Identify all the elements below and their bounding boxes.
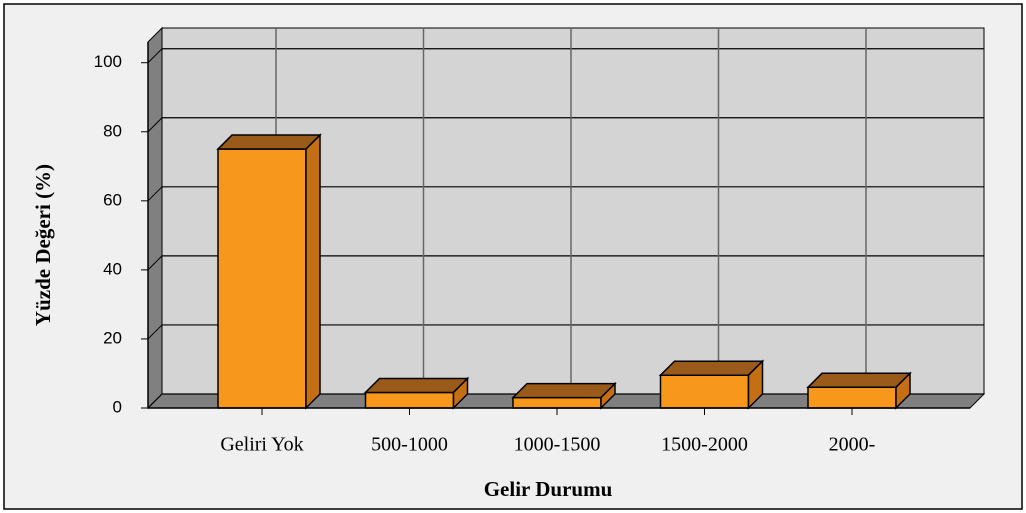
- grid-line-side: [147, 117, 163, 133]
- bar: [659, 374, 750, 409]
- y-tick-label: 60: [103, 190, 122, 209]
- bar-side: [452, 376, 469, 410]
- bar-top: [806, 372, 912, 389]
- bar-side: [305, 133, 321, 410]
- grid-line-side: [147, 324, 163, 340]
- x-tick-label: 500-1000: [371, 434, 448, 456]
- bar-top: [511, 382, 617, 399]
- x-tick-label: 1000-1500: [514, 434, 601, 456]
- grid-line-side: [147, 48, 163, 64]
- grid-line-side: [147, 186, 163, 202]
- y-axis-title: Yüzde Değeri (%): [31, 164, 55, 326]
- bar-top: [658, 360, 765, 376]
- bar: [807, 386, 897, 409]
- bar: [512, 396, 602, 409]
- grid-line-side: [147, 393, 163, 409]
- side-wall: [147, 26, 163, 410]
- x-axis-title: Gelir Durumu: [484, 477, 613, 501]
- plot: [147, 28, 984, 410]
- bar-side: [600, 381, 616, 410]
- bar: [364, 391, 455, 409]
- y-tick-label: 20: [103, 328, 122, 347]
- bar-side: [895, 371, 911, 410]
- grid-line-side: [147, 255, 163, 271]
- bar-top: [216, 134, 322, 150]
- bar: [217, 148, 307, 409]
- bar-top: [363, 377, 470, 394]
- x-tick-label: Geliri Yok: [220, 434, 303, 456]
- y-tick-label: 40: [103, 259, 122, 278]
- x-tick-label: 1500-2000: [661, 434, 748, 456]
- y-tick-label: 80: [103, 121, 122, 140]
- x-tick-label: 2000-: [829, 434, 876, 456]
- y-tick-label: 0: [113, 397, 122, 416]
- bar-side: [747, 359, 764, 410]
- y-tick-label: 100: [94, 52, 122, 71]
